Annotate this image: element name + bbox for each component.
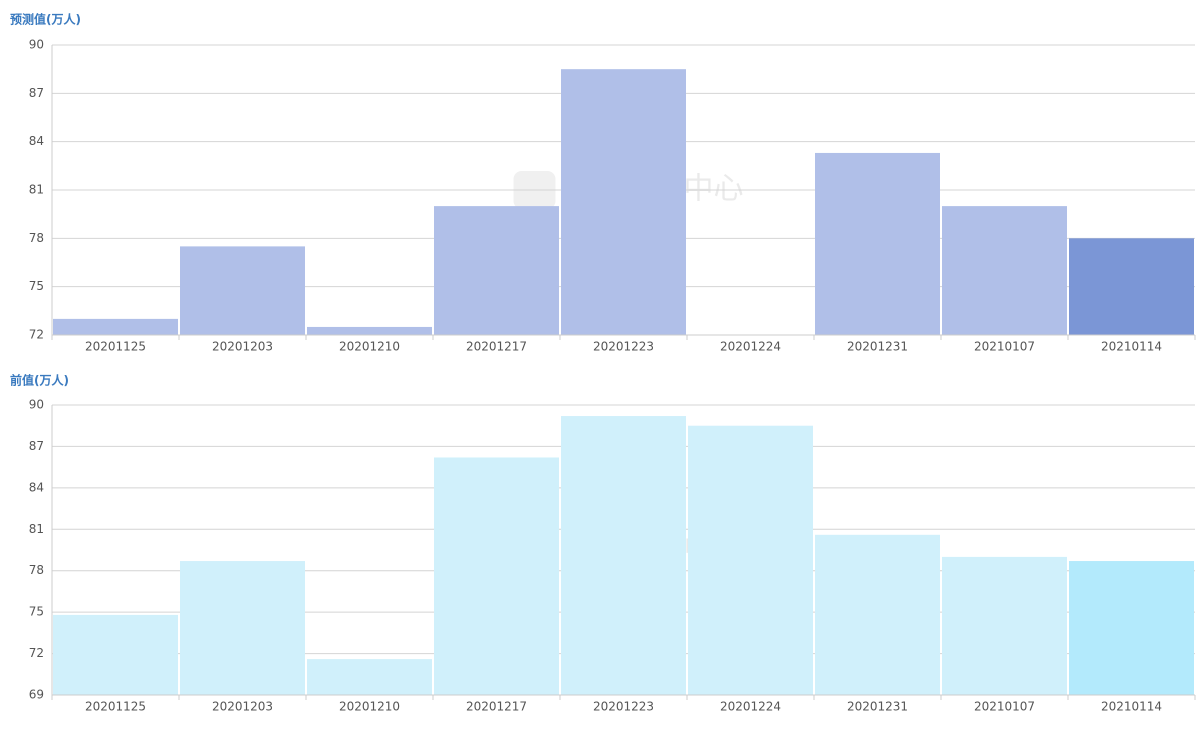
bar: [434, 457, 559, 695]
x-tick-label: 20201210: [339, 340, 400, 354]
y-tick-label: 72: [29, 646, 44, 660]
x-tick-label: 20201223: [593, 340, 654, 354]
y-tick-label: 84: [29, 480, 44, 494]
bar: [53, 614, 178, 695]
y-tick-label: 78: [29, 563, 44, 577]
y-tick-label: 75: [29, 279, 44, 293]
bar: [942, 206, 1067, 335]
y-tick-label: 84: [29, 134, 44, 148]
y-tick-label: 75: [29, 605, 44, 619]
bar: [688, 425, 813, 695]
y-tick-label: 69: [29, 688, 44, 702]
x-tick-label: 20210107: [974, 700, 1035, 714]
y-tick-label: 81: [29, 183, 44, 197]
bar: [180, 561, 305, 695]
bar: [307, 659, 432, 695]
x-tick-label: 20201125: [85, 700, 146, 714]
x-tick-label: 20201210: [339, 700, 400, 714]
chart-title: 前值(万人): [10, 373, 69, 388]
x-tick-label: 20201223: [593, 700, 654, 714]
bar: [53, 318, 178, 335]
y-tick-label: 87: [29, 86, 44, 100]
x-tick-label: 20201231: [847, 340, 908, 354]
x-tick-label: 20210114: [1101, 340, 1162, 354]
x-tick-label: 20210107: [974, 340, 1035, 354]
x-tick-label: 20201125: [85, 340, 146, 354]
x-tick-label: 20201231: [847, 700, 908, 714]
bar: [1069, 561, 1194, 695]
x-tick-label: 20201217: [466, 700, 527, 714]
bar: [1069, 238, 1194, 335]
bar: [815, 152, 940, 335]
x-tick-label: 20201217: [466, 340, 527, 354]
y-tick-label: 72: [29, 328, 44, 342]
y-tick-label: 90: [29, 38, 44, 52]
x-tick-label: 20210114: [1101, 700, 1162, 714]
y-tick-label: 78: [29, 231, 44, 245]
bar: [180, 246, 305, 335]
y-tick-label: 87: [29, 439, 44, 453]
x-tick-label: 20201224: [720, 340, 781, 354]
y-tick-label: 90: [29, 398, 44, 412]
chart-title: 预测值(万人): [10, 12, 81, 27]
bar: [434, 206, 559, 335]
x-tick-label: 20201203: [212, 340, 273, 354]
bar: [561, 416, 686, 695]
x-tick-label: 20201203: [212, 700, 273, 714]
bar: [307, 326, 432, 335]
y-tick-label: 81: [29, 522, 44, 536]
x-tick-label: 20201224: [720, 700, 781, 714]
bar: [815, 534, 940, 695]
bar: [561, 69, 686, 336]
bar: [942, 556, 1067, 695]
